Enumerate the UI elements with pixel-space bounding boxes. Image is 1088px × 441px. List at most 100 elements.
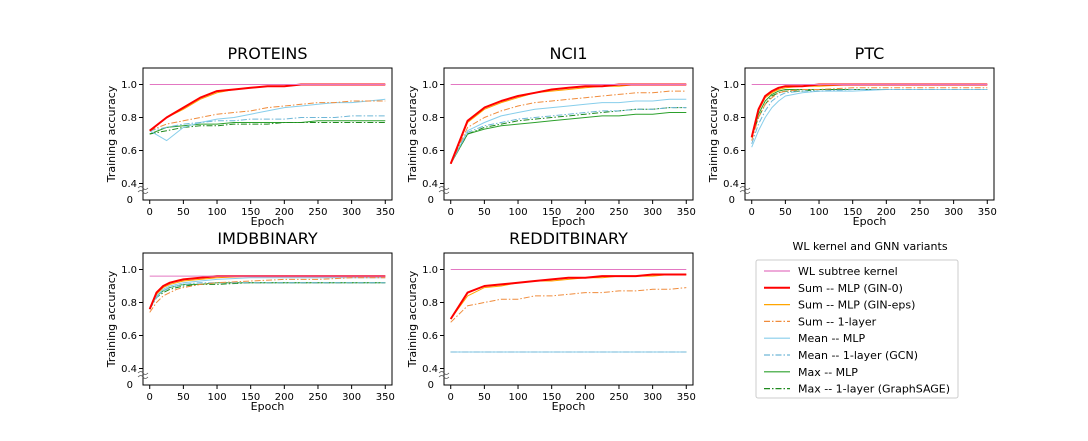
panel-proteins-xtick-label: 150 xyxy=(241,207,260,218)
panel-imdbbinary-xlabel: Epoch xyxy=(251,400,285,413)
panel-imdbbinary-title: IMDBBINARY xyxy=(217,229,318,248)
panel-nci1-series-2 xyxy=(450,84,687,164)
panel-ptc-series-4 xyxy=(751,89,988,148)
panel-ptc-xlabel: Epoch xyxy=(853,215,887,228)
panel-redditbinary-ytick-label: 0.8 xyxy=(422,298,438,309)
panel-nci1-xtick-label: 250 xyxy=(609,207,628,218)
panel-nci1-xtick-label: 0 xyxy=(448,207,454,218)
panel-proteins-ylabel: Training accuracy xyxy=(105,85,118,183)
panel-nci1-series-7 xyxy=(450,107,687,164)
panel-redditbinary-series-2 xyxy=(450,274,687,320)
panel-proteins-series-5 xyxy=(149,115,386,132)
panel-proteins-axis-break-mark xyxy=(137,186,149,190)
panel-redditbinary-xtick-label: 350 xyxy=(677,392,696,403)
panel-ptc-ytick-label: 0.8 xyxy=(723,113,739,124)
panel-redditbinary-xtick-label: 250 xyxy=(609,392,628,403)
panel-redditbinary-series-3 xyxy=(450,287,687,323)
panel-imdbbinary-axis-break-mark xyxy=(137,371,149,375)
legend-label-5: Mean -- 1-layer (GCN) xyxy=(798,349,918,362)
panel-proteins-xtick-label: 250 xyxy=(308,207,327,218)
panel-nci1-xtick-label: 300 xyxy=(643,207,662,218)
panel-imdbbinary-series-2 xyxy=(149,275,386,310)
panel-nci1-ybreak-label: 0 xyxy=(428,195,434,206)
panel-ptc-series-3 xyxy=(751,87,988,141)
panel-redditbinary-xlabel: Epoch xyxy=(552,400,586,413)
panel-imdbbinary-series-4 xyxy=(149,277,386,310)
panel-ptc-ytick-label: 0.4 xyxy=(723,179,739,190)
panel-redditbinary-ybreak-label: 0 xyxy=(428,380,434,391)
panel-imdbbinary-ybreak-label: 0 xyxy=(127,380,133,391)
panel-proteins-xlabel: Epoch xyxy=(251,215,285,228)
legend-label-6: Max -- MLP xyxy=(798,366,858,379)
panel-nci1-ylabel: Training accuracy xyxy=(406,85,419,183)
legend-label-4: Mean -- MLP xyxy=(798,332,866,345)
panel-proteins-axis-break-mark xyxy=(137,190,149,194)
panel-proteins-series-3 xyxy=(149,100,386,132)
panel-imdbbinary-series-3 xyxy=(149,277,386,313)
panel-ptc-xtick-label: 150 xyxy=(843,207,862,218)
panel-redditbinary-ytick-label: 1.0 xyxy=(422,265,438,276)
panel-nci1-series-4 xyxy=(450,98,687,164)
panel-nci1-series-3 xyxy=(450,90,687,164)
panel-proteins-xtick-label: 300 xyxy=(342,207,361,218)
panel-proteins-ytick-label: 0.6 xyxy=(121,146,137,157)
panel-ptc-xtick-label: 50 xyxy=(779,207,792,218)
panel-imdbbinary-xtick-label: 300 xyxy=(342,392,361,403)
panel-nci1-ytick-label: 1.0 xyxy=(422,80,438,91)
panel-ptc-xtick-label: 350 xyxy=(978,207,997,218)
panel-redditbinary-ylabel: Training accuracy xyxy=(406,270,419,368)
panel-redditbinary-ytick-label: 0.6 xyxy=(422,331,438,342)
legend-title: WL kernel and GNN variants xyxy=(792,240,947,253)
panel-imdbbinary-xtick-label: 350 xyxy=(376,392,395,403)
panel-imdbbinary-xtick-label: 250 xyxy=(308,392,327,403)
panel-redditbinary-frame xyxy=(443,252,694,386)
panel-ptc-series-5 xyxy=(751,89,988,145)
panel-imdbbinary-xtick-label: 200 xyxy=(275,392,294,403)
panel-ptc-ybreak-label: 0 xyxy=(729,195,735,206)
panel-nci1-xtick-label: 50 xyxy=(478,207,491,218)
panel-imdbbinary-xtick-label: 50 xyxy=(177,392,190,403)
panel-imdbbinary-xtick-label: 150 xyxy=(241,392,260,403)
panel-redditbinary-xtick-label: 200 xyxy=(576,392,595,403)
panel-imdbbinary-ylabel: Training accuracy xyxy=(105,270,118,368)
panel-proteins-series-6 xyxy=(149,120,386,135)
panel-imdbbinary-ytick-label: 0.4 xyxy=(121,364,137,375)
panel-nci1-series-6 xyxy=(450,112,687,164)
panel-ptc-frame xyxy=(744,67,995,201)
panel-nci1-xlabel: Epoch xyxy=(552,215,586,228)
panel-ptc-xtick-label: 300 xyxy=(944,207,963,218)
panel-proteins-ybreak-label: 0 xyxy=(127,195,133,206)
panel-proteins-ytick-label: 0.8 xyxy=(121,113,137,124)
panel-redditbinary-xtick-label: 50 xyxy=(478,392,491,403)
panel-redditbinary-axis-break-mark xyxy=(438,371,450,375)
panel-nci1-xtick-label: 350 xyxy=(677,207,696,218)
panel-imdbbinary-frame xyxy=(142,252,393,386)
legend-box xyxy=(755,259,959,399)
panel-imdbbinary-axis-break-mark xyxy=(137,375,149,379)
panel-ptc-series-7 xyxy=(751,89,988,138)
panel-proteins-ytick-label: 1.0 xyxy=(121,80,137,91)
panel-ptc-xtick-label: 0 xyxy=(749,207,755,218)
panel-nci1-series-1 xyxy=(449,83,687,165)
legend-label-7: Max -- 1-layer (GraphSAGE) xyxy=(798,383,950,396)
panel-proteins-series-7 xyxy=(149,122,386,135)
panel-proteins-title: PROTEINS xyxy=(227,44,307,63)
panel-ptc-ytick-label: 0.6 xyxy=(723,146,739,157)
panel-ptc-xtick-label: 100 xyxy=(809,207,828,218)
panel-imdbbinary-ytick-label: 0.6 xyxy=(121,331,137,342)
legend-label-1: Sum -- MLP (GIN-0) xyxy=(798,282,903,295)
panel-ptc-ytick-label: 1.0 xyxy=(723,80,739,91)
panel-ptc-xtick-label: 200 xyxy=(877,207,896,218)
panel-imdbbinary-series-6 xyxy=(149,282,386,310)
panel-redditbinary-axis-break-mark xyxy=(438,375,450,379)
panel-imdbbinary-series-7 xyxy=(149,282,386,310)
panel-nci1-xtick-label: 200 xyxy=(576,207,595,218)
panel-redditbinary-xtick-label: 0 xyxy=(448,392,454,403)
legend-label-0: WL subtree kernel xyxy=(798,265,898,278)
panel-redditbinary-title: REDDITBINARY xyxy=(509,229,628,248)
panel-nci1-series-5 xyxy=(450,107,687,164)
panel-nci1-axis-break-mark xyxy=(438,190,450,194)
legend-label-2: Sum -- MLP (GIN-eps) xyxy=(798,299,915,312)
panel-imdbbinary-ytick-label: 1.0 xyxy=(121,265,137,276)
